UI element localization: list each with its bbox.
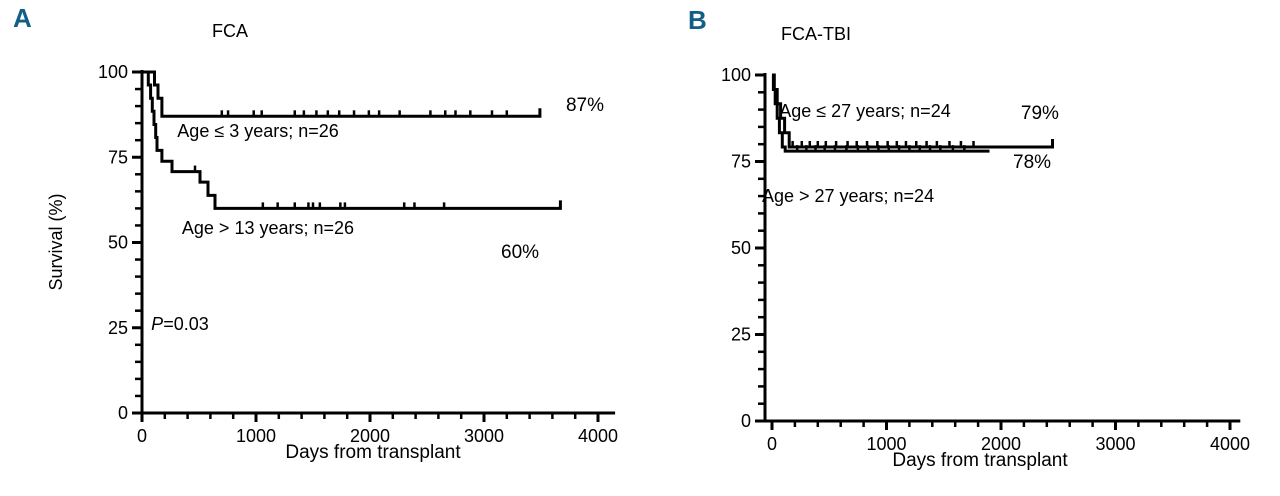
- series-2-label: Age > 13 years; n=26: [182, 218, 354, 238]
- survival-curve: [771, 73, 990, 153]
- percent-label-78: 78%: [1013, 152, 1051, 173]
- y-tick-label: 25: [108, 318, 128, 338]
- y-tick-label: 25: [731, 325, 751, 345]
- panel-a: 0 1000 2000 3000 4000 0 25 50 75 100 FCA Days from …: [46, 21, 618, 463]
- y-tick-label: 0: [741, 411, 751, 431]
- y-tick-label: 100: [98, 62, 128, 82]
- y-axis-label: Survival (%): [46, 193, 66, 290]
- percent-label-60: 60%: [501, 242, 539, 263]
- panel-letter-b: B: [688, 5, 707, 35]
- percent-label-87: 87%: [566, 95, 604, 116]
- p-value-label: P=0.03: [151, 314, 209, 334]
- chart-title: FCA-TBI: [781, 24, 851, 44]
- series-1-label: Age ≤ 3 years; n=26: [177, 121, 338, 141]
- chart-title: FCA: [212, 21, 248, 41]
- x-tick-label: 4000: [578, 426, 618, 446]
- x-tick-label: 3000: [1095, 434, 1135, 454]
- y-tick-label: 75: [731, 152, 751, 172]
- survival-curve: [142, 70, 542, 118]
- x-tick-label: 0: [767, 434, 777, 454]
- x-tick-label: 1000: [236, 426, 276, 446]
- y-tick-label: 75: [108, 147, 128, 167]
- x-tick-label: 4000: [1210, 434, 1250, 454]
- panel-b: 0 1000 2000 3000 4000 0 25 50 75 100 FCA-TBI Days f…: [721, 24, 1250, 471]
- x-axis-label: Days from transplant: [892, 450, 1068, 471]
- y-tick-label: 100: [721, 65, 751, 85]
- x-tick-label: 3000: [464, 426, 504, 446]
- percent-label-79: 79%: [1021, 103, 1059, 124]
- x-tick-label: 2000: [981, 434, 1021, 454]
- x-tick-label: 2000: [350, 426, 390, 446]
- series-2-label: Age > 27 years; n=24: [762, 186, 934, 206]
- panel-letter-a: A: [13, 3, 32, 33]
- x-tick-label: 1000: [866, 434, 906, 454]
- y-tick-label: 0: [118, 403, 128, 423]
- series-1-label: Age ≤ 27 years; n=24: [779, 101, 951, 121]
- x-tick-label: 0: [137, 426, 147, 446]
- y-tick-label: 50: [108, 233, 128, 253]
- survival-curve: [142, 70, 562, 210]
- y-tick-label: 50: [731, 238, 751, 258]
- x-axis-label: Days from transplant: [285, 442, 461, 463]
